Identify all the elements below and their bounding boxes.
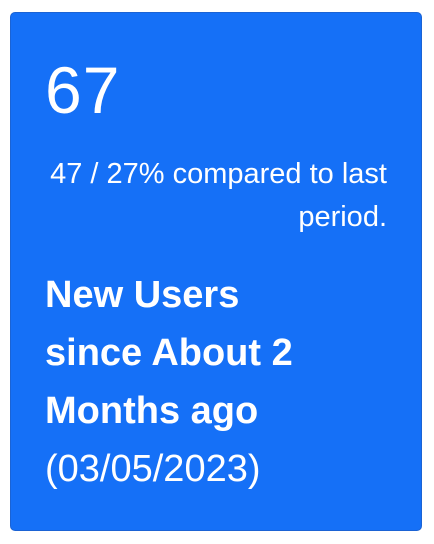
caption-line-2: since About 2 <box>45 332 293 374</box>
caption-date: (03/05/2023) <box>45 448 261 490</box>
caption-line-3: Months ago <box>45 390 259 432</box>
stat-caption: New Users since About 2 Months ago (03/0… <box>45 266 385 498</box>
stat-value: 67 <box>45 53 121 127</box>
stat-card: 67 47 / 27% compared to last period. New… <box>10 12 422 531</box>
comparison-text: 47 / 27% compared to last period. <box>50 158 387 233</box>
caption-line-1: New Users <box>45 274 240 316</box>
